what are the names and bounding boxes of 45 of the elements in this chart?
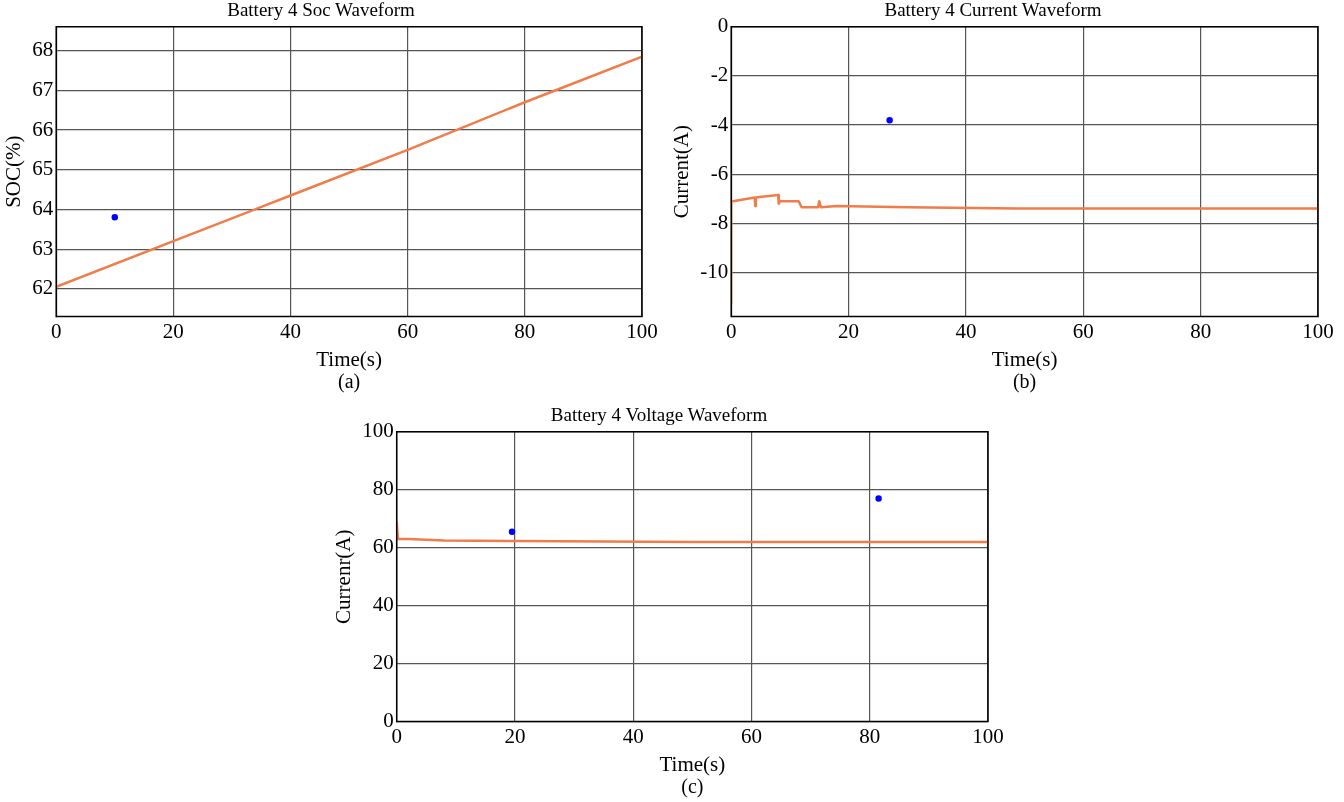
x-tick-label: 40 xyxy=(955,318,977,343)
y-tick-label: 0 xyxy=(717,13,729,38)
y-tick-label: -2 xyxy=(710,62,729,87)
x-tick-label: 80 xyxy=(514,318,536,343)
x-tick-label: 100 xyxy=(1302,318,1334,343)
y-tick-label: 63 xyxy=(32,235,54,260)
y-tick-label: 62 xyxy=(32,275,54,300)
text: (b) xyxy=(1012,370,1037,394)
x-axis-title: Time(s) xyxy=(659,751,726,776)
y-tick-label: 66 xyxy=(32,116,54,141)
y-tick-label: 67 xyxy=(32,76,54,101)
y-tick-label: 64 xyxy=(32,195,54,220)
y-tick-label: -8 xyxy=(710,209,729,234)
y-tick-label: -10 xyxy=(700,258,729,283)
y-axis-title: Current(A) xyxy=(669,125,694,219)
text: (a) xyxy=(338,370,361,394)
x-tick-label: 20 xyxy=(162,318,184,343)
y-tick-label: 80 xyxy=(372,476,394,501)
x-tick-label: 100 xyxy=(626,318,658,343)
text: (c) xyxy=(681,775,704,799)
y-tick-label: 68 xyxy=(32,37,54,62)
x-tick-label: 80 xyxy=(1190,318,1212,343)
x-tick-label: 20 xyxy=(504,723,526,748)
chart-title: Battery 4 Soc Waveform xyxy=(227,0,415,21)
x-tick-label: 100 xyxy=(972,723,1004,748)
x-tick-label: 40 xyxy=(280,318,302,343)
x-tick-label: 80 xyxy=(859,723,881,748)
y-tick-label: -4 xyxy=(710,111,729,136)
y-tick-label: 100 xyxy=(362,418,394,443)
x-tick-label: 40 xyxy=(622,723,644,748)
y-tick-label: 40 xyxy=(372,592,394,617)
x-axis-title: Time(s) xyxy=(316,346,382,371)
x-tick-label: 60 xyxy=(397,318,419,343)
x-tick-label: 60 xyxy=(740,723,762,748)
y-axis-title: Currenr(A) xyxy=(331,529,356,624)
x-tick-label: 60 xyxy=(1072,318,1094,343)
x-axis-title: Time(s) xyxy=(991,346,1058,371)
y-tick-label: 20 xyxy=(372,650,394,675)
y-tick-label: -6 xyxy=(710,160,729,185)
y-tick-label: 65 xyxy=(32,156,54,181)
x-tick-label: 20 xyxy=(838,318,860,343)
y-tick-label: 60 xyxy=(372,534,394,559)
chart-title: Battery 4 Voltage Waveform xyxy=(550,404,768,426)
chart-title: Battery 4 Current Waveform xyxy=(884,0,1102,21)
y-axis-title: SOC(%) xyxy=(1,135,26,208)
